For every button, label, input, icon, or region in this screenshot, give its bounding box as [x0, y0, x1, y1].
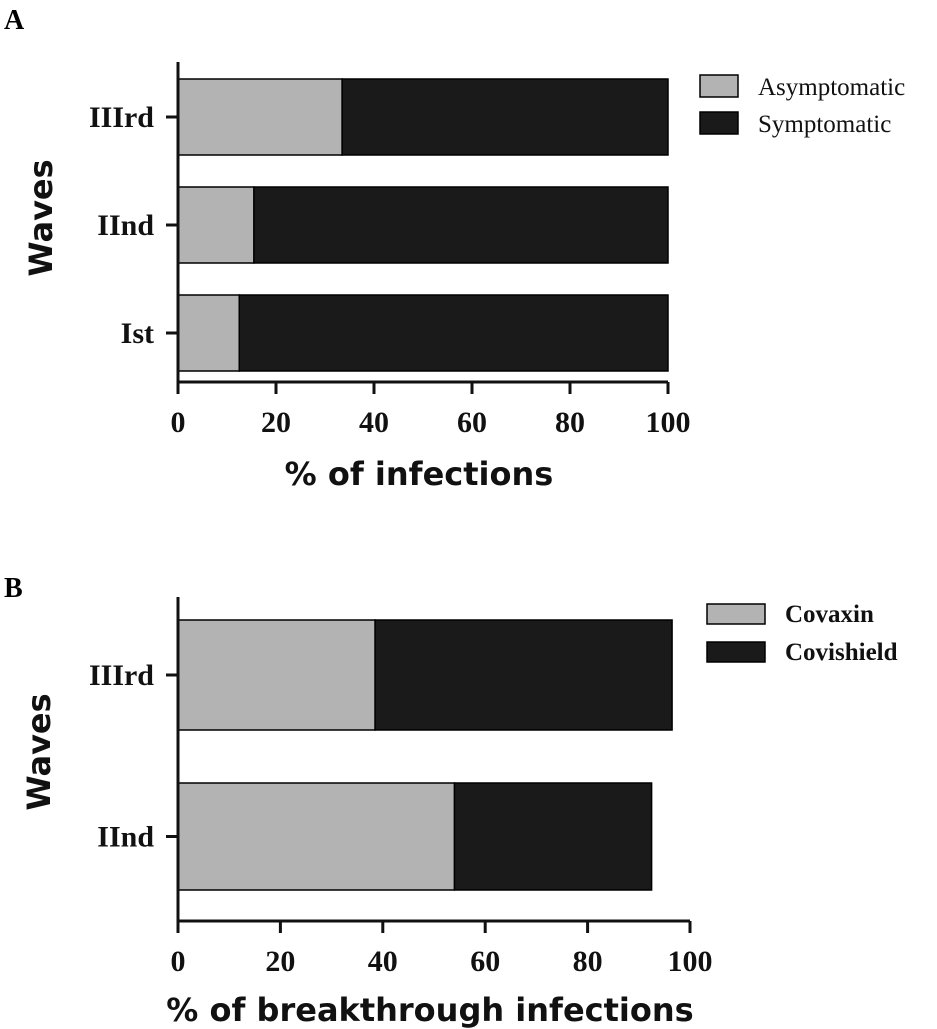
panel-a-bar-symptomatic-iiird: [341, 78, 669, 156]
panel-b: B IIIrd IInd 0 20 40 60 80 100 % of breakthrough…: [4, 573, 898, 1029]
panel-a-bar-symptomatic-ist: [238, 294, 669, 372]
panel-b-letter: B: [4, 573, 23, 604]
panel-b-x-axis-title: % of breakthrough infections: [166, 991, 693, 1029]
panel-a-y-axis-title: Waves: [22, 159, 60, 276]
panel-b-legend-label-covishield: Covishield: [785, 639, 898, 666]
panel-a-bar-asymptomatic-iiird: [177, 78, 343, 156]
panel-a-legend-label-asymptomatic: Asymptomatic: [758, 74, 905, 101]
panel-b-ytick-label-iind: IInd: [97, 821, 154, 854]
panel-b-bar-covishield-iiird: [374, 619, 673, 731]
panel-a-letter: A: [4, 5, 25, 36]
panel-b-xtick-label-60: 60: [470, 945, 500, 978]
panel-b-bar-covishield-iind: [453, 782, 653, 891]
panel-b-bar-covaxin-iind: [177, 782, 456, 891]
panel-b-xtick-label-100: 100: [668, 945, 713, 978]
panel-b-legend-label-covaxin: Covaxin: [785, 601, 874, 628]
panel-a-legend-swatch-symptomatic: [699, 111, 739, 135]
panel-a-xtick-label-20: 20: [261, 406, 291, 439]
panel-b-bar-covaxin-iiird: [177, 619, 376, 731]
panel-b-xtick-label-80: 80: [573, 945, 603, 978]
panel-a-ytick-label-iiird: IIIrd: [89, 101, 154, 134]
panel-a-ytick-label-ist: Ist: [121, 317, 154, 350]
panel-b-legend-swatch-covaxin: [706, 603, 766, 625]
panel-a-legend-swatch-asymptomatic: [699, 74, 739, 98]
panel-b-ytick-label-iiird: IIIrd: [89, 659, 154, 692]
panel-a-xtick-label-60: 60: [457, 406, 487, 439]
panel-a-legend-label-symptomatic: Symptomatic: [758, 111, 891, 138]
panel-a-x-axis-title: % of infections: [285, 455, 554, 493]
panel-a-ytick-label-iind: IInd: [97, 209, 154, 242]
panel-a-xtick-label-100: 100: [646, 406, 691, 439]
panel-b-legend-swatch-covishield: [706, 641, 766, 663]
panel-a-xtick-label-40: 40: [359, 406, 389, 439]
panel-a-xtick-label-80: 80: [555, 406, 585, 439]
panel-b-xtick-label-0: 0: [171, 945, 186, 978]
panel-b-xtick-label-40: 40: [368, 945, 398, 978]
panel-a-bar-asymptomatic-ist: [177, 294, 240, 372]
panel-b-y-axis-title: Waves: [20, 693, 58, 810]
panel-a-bar-symptomatic-iind: [253, 186, 669, 264]
panel-a-bar-asymptomatic-iind: [177, 186, 255, 264]
panel-a-xtick-label-0: 0: [171, 406, 186, 439]
panel-a: A IIIrd IInd Ist 0 20 40 60 80 100 % of infection…: [4, 5, 905, 493]
panel-b-xtick-label-20: 20: [265, 945, 295, 978]
